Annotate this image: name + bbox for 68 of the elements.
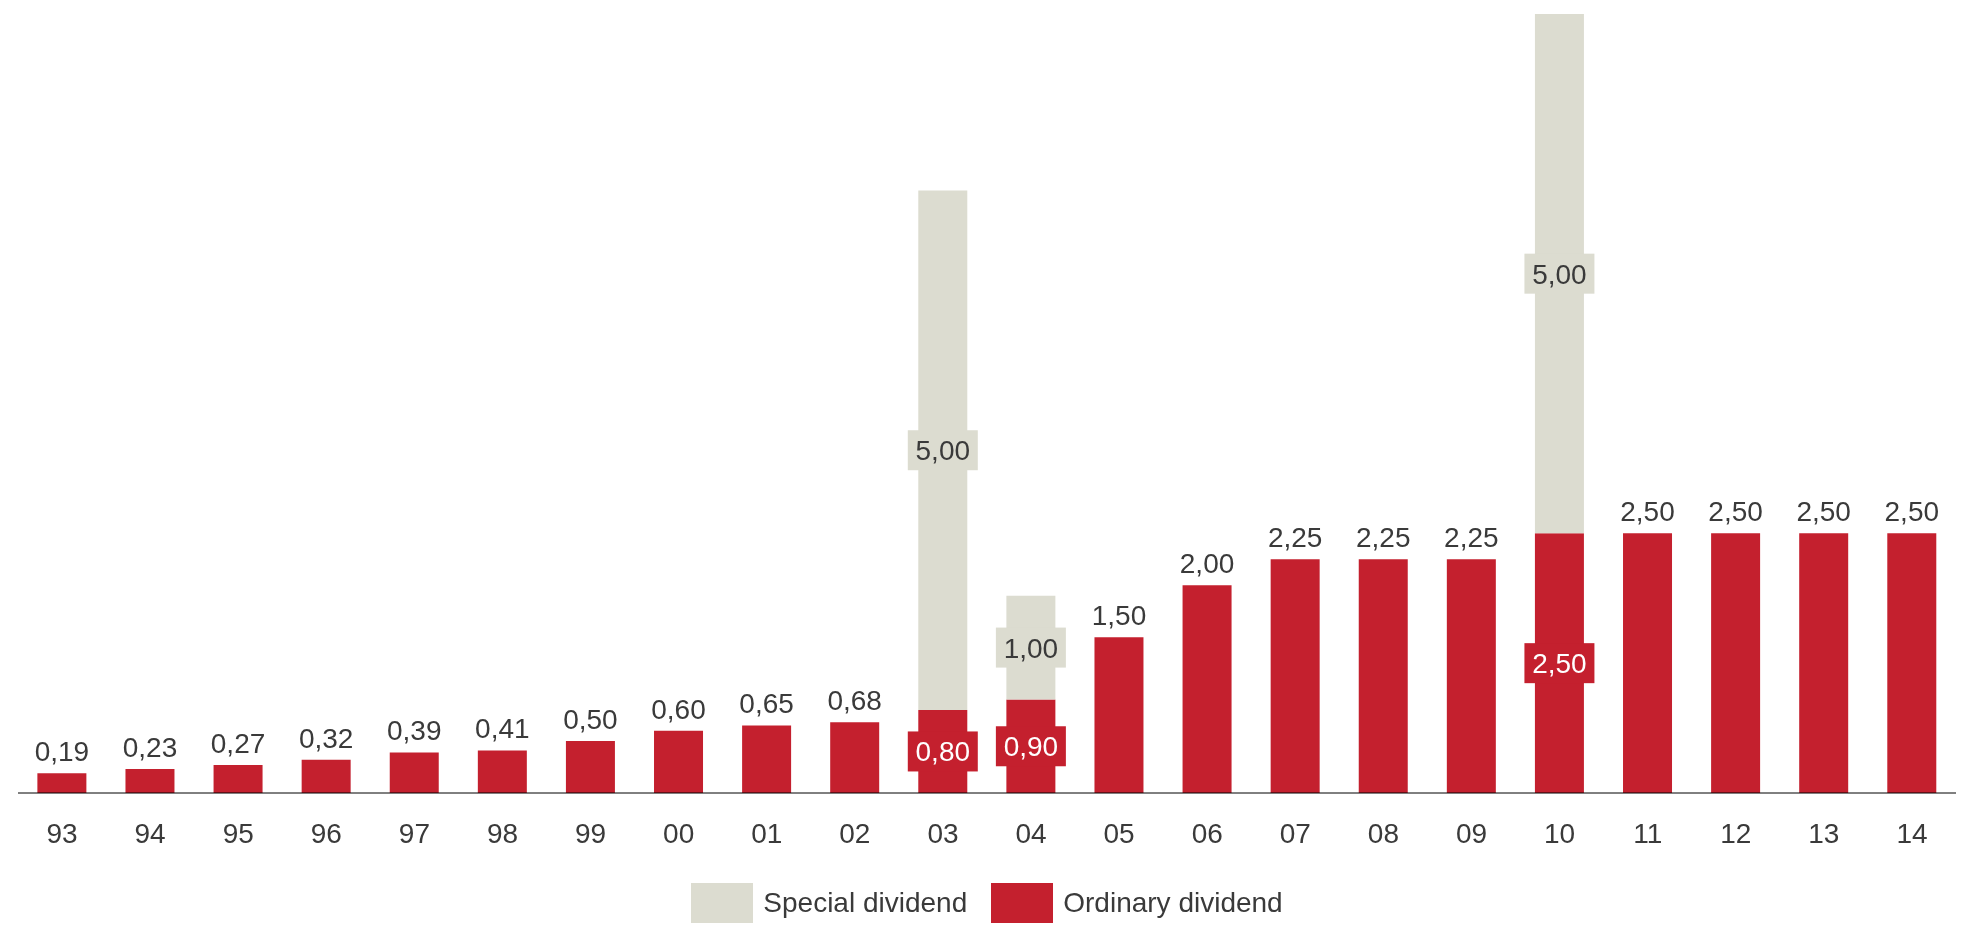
x-tick-label: 10: [1544, 817, 1576, 849]
legend-label: Special dividend: [763, 887, 968, 919]
x-tick-label: 07: [1279, 817, 1311, 849]
bar: [213, 764, 263, 793]
x-tick-label: 95: [222, 817, 254, 849]
x-tick-label: 98: [486, 817, 519, 849]
data-label: 2,50: [1884, 496, 1940, 528]
x-tick-label: 04: [1015, 817, 1047, 849]
data-label: 0,39: [386, 715, 442, 747]
x-tick-label: 12: [1720, 817, 1752, 849]
bar: [654, 730, 704, 793]
data-label: 0,41: [475, 713, 530, 745]
x-tick-label: 96: [310, 817, 342, 849]
legend-label: Ordinary dividend: [1063, 887, 1283, 919]
x-tick-label: 94: [134, 817, 166, 849]
x-tick-label: 00: [663, 817, 695, 849]
data-label: 5,00: [915, 435, 971, 467]
data-label: 0,50: [563, 704, 618, 736]
bar: [37, 773, 87, 793]
bar: [1270, 559, 1320, 793]
data-label: 0,32: [298, 722, 354, 754]
x-tick-label: 08: [1367, 817, 1399, 849]
data-label: 2,50: [1620, 496, 1675, 528]
bar: [125, 769, 175, 793]
data-label: 2,25: [1267, 522, 1323, 554]
x-tick-label: 97: [398, 817, 430, 849]
bar: [1887, 533, 1937, 793]
data-label: 5,00: [1532, 258, 1587, 290]
data-label: 0,19: [34, 736, 90, 768]
x-tick-label: 09: [1455, 817, 1488, 849]
bar: [1711, 533, 1761, 793]
bar: [477, 750, 527, 793]
data-label: 1,50: [1091, 600, 1147, 632]
x-tick-label: 13: [1808, 817, 1840, 849]
x-tick-label: 14: [1896, 817, 1928, 849]
bar: [301, 759, 351, 793]
data-label: 0,27: [210, 727, 266, 759]
x-tick-label: 06: [1191, 817, 1223, 849]
x-tick-label: 93: [46, 817, 78, 849]
data-label: 0,23: [122, 732, 178, 764]
bar: [830, 722, 880, 793]
x-tick-label: 02: [839, 817, 871, 849]
x-tick-label: 11: [1633, 817, 1663, 849]
data-label: 2,25: [1444, 522, 1499, 554]
bar: [1358, 559, 1408, 793]
bar: [1094, 637, 1144, 793]
data-label: 2,50: [1796, 496, 1851, 528]
data-label: 2,00: [1179, 548, 1235, 580]
data-label: 0,90: [1003, 731, 1059, 763]
data-label: 0,80: [915, 736, 971, 768]
data-label: 0,65: [739, 688, 794, 720]
data-label: 2,50: [1532, 648, 1587, 680]
bar: [1799, 533, 1849, 793]
data-label: 0,68: [827, 685, 882, 717]
x-tick-label: 03: [927, 817, 959, 849]
bar: [565, 741, 615, 793]
data-label: 0,60: [651, 693, 706, 725]
bar: [389, 752, 439, 793]
x-tick-label: 05: [1103, 817, 1135, 849]
bar: [1623, 533, 1673, 793]
bar: [1446, 559, 1496, 793]
bar: [742, 725, 792, 793]
data-label: 2,50: [1708, 496, 1763, 528]
x-tick-label: 99: [575, 817, 607, 849]
bar: [1182, 585, 1232, 793]
data-label: 2,25: [1355, 522, 1411, 554]
x-tick-label: 01: [751, 817, 783, 849]
data-label: 1,00: [1003, 632, 1059, 664]
